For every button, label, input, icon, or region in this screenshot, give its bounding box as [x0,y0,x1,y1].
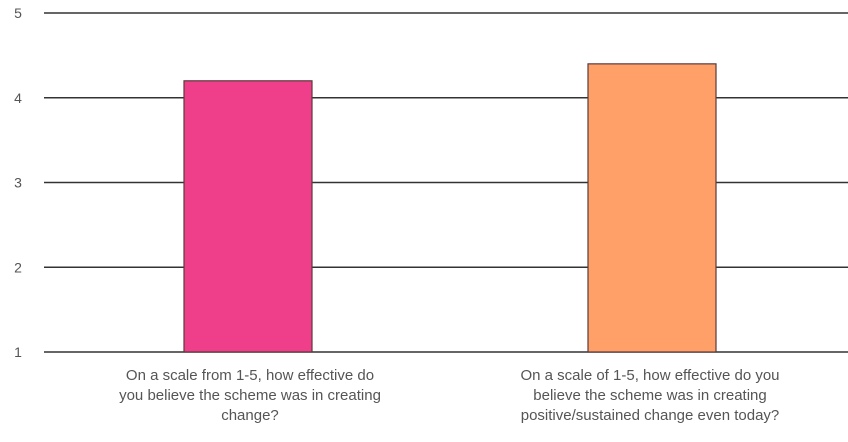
category-label-2: On a scale of 1-5, how effective do you … [450,366,848,426]
y-tick-label-1: 1 [14,344,22,360]
y-tick-label-4: 4 [14,90,22,106]
y-axis-ticks: 1 2 3 4 5 [14,5,22,360]
gridlines [44,12,848,353]
y-tick-label-5: 5 [14,5,22,21]
bar-2 [587,63,717,353]
category-label-2-line-2: believe the scheme was in creating [533,387,767,404]
category-label-1-line-3: change? [221,407,279,424]
category-label-2-line-3: positive/sustained change even today? [520,407,780,424]
bars [183,63,717,353]
y-tick-label-2: 2 [14,259,22,275]
y-tick-label-3: 3 [14,175,22,191]
category-label-1-line-2: you believe the scheme was in creating [119,387,381,404]
category-label-1-line-1: On a scale from 1-5, how effective do [125,367,375,384]
category-label-1: On a scale from 1-5, how effective do yo… [50,366,450,426]
category-label-2-line-1: On a scale of 1-5, how effective do you [520,367,780,384]
bar-1 [183,80,313,353]
